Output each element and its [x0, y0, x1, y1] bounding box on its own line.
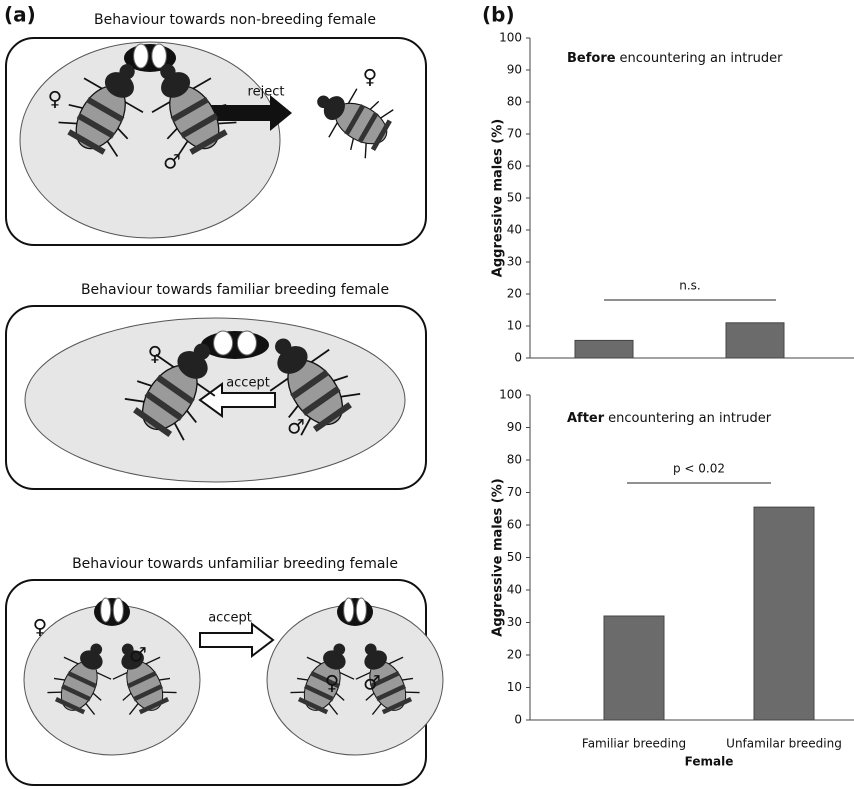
scene-title: Behaviour towards non-breeding female	[94, 12, 376, 28]
carcass	[24, 605, 200, 755]
larva	[134, 44, 149, 68]
scene-title: Behaviour towards familiar breeding fema…	[81, 282, 389, 298]
y-axis-label: Aggressive males (%)	[491, 478, 506, 636]
y-tick-label: 70	[507, 127, 522, 141]
y-tick-label: 0	[514, 713, 522, 727]
scene-title: Behaviour towards unfamiliar breeding fe…	[72, 556, 398, 572]
brood-chamber	[337, 598, 373, 626]
significance-label: p < 0.02	[673, 462, 725, 476]
bar	[604, 616, 664, 720]
bar	[575, 340, 633, 358]
y-tick-label: 50	[507, 550, 522, 564]
sex-symbol: ♀	[148, 342, 163, 366]
title-text: encountering an intruder	[620, 51, 784, 66]
sex-symbol: ♂	[129, 643, 147, 667]
larva	[152, 44, 167, 68]
y-axis-label: Aggressive males (%)	[491, 119, 506, 277]
y-tick-label: 70	[507, 485, 522, 499]
y-tick-label: 40	[507, 223, 522, 237]
larva	[101, 598, 111, 622]
figure: (a) (b) Behaviour towards non-breeding f…	[0, 0, 854, 789]
y-tick-label: 10	[507, 680, 522, 694]
y-tick-label: 30	[507, 255, 522, 269]
chart-title: Before encountering an intruder	[567, 51, 783, 66]
sex-symbol: ♂	[363, 671, 381, 695]
bar	[726, 323, 784, 358]
x-axis-label: Female	[685, 755, 734, 769]
y-tick-label: 60	[507, 159, 522, 173]
y-tick-label: 100	[499, 31, 522, 45]
y-tick-label: 30	[507, 615, 522, 629]
action-label: accept	[226, 376, 270, 391]
y-tick-label: 90	[507, 420, 522, 434]
y-tick-label: 100	[499, 388, 522, 402]
carcass	[267, 605, 443, 755]
sex-symbol: ♀	[48, 87, 63, 111]
title-emphasis: After	[567, 411, 605, 426]
sex-symbol: ♀	[325, 671, 340, 695]
x-tick-label: Familiar breeding	[582, 737, 686, 751]
sex-symbol: ♀	[363, 65, 378, 89]
title-text: encountering an intruder	[608, 411, 772, 426]
y-tick-label: 80	[507, 95, 522, 109]
panel-label: (a)	[4, 3, 36, 27]
larva	[356, 598, 366, 622]
significance-label: n.s.	[679, 279, 701, 293]
sex-symbol: ♂	[287, 415, 305, 439]
larva	[113, 598, 123, 622]
y-tick-label: 80	[507, 453, 522, 467]
y-tick-label: 20	[507, 287, 522, 301]
larva	[344, 598, 354, 622]
larva	[214, 331, 233, 355]
action-label: accept	[208, 611, 252, 626]
y-tick-label: 50	[507, 191, 522, 205]
larva	[237, 331, 256, 355]
y-tick-label: 40	[507, 583, 522, 597]
action-label: reject	[248, 85, 285, 100]
sex-symbol: ♀	[33, 615, 48, 639]
brood-chamber	[201, 331, 269, 359]
panel-label: (b)	[482, 3, 515, 27]
y-tick-label: 90	[507, 63, 522, 77]
bar	[754, 507, 814, 720]
y-tick-label: 60	[507, 518, 522, 532]
brood-chamber	[94, 598, 130, 626]
y-tick-label: 20	[507, 648, 522, 662]
y-tick-label: 10	[507, 319, 522, 333]
sex-symbol: ♂	[163, 150, 181, 174]
y-tick-label: 0	[514, 351, 522, 365]
title-emphasis: Before	[567, 51, 616, 66]
x-tick-label: Unfamilar breeding	[726, 737, 842, 751]
